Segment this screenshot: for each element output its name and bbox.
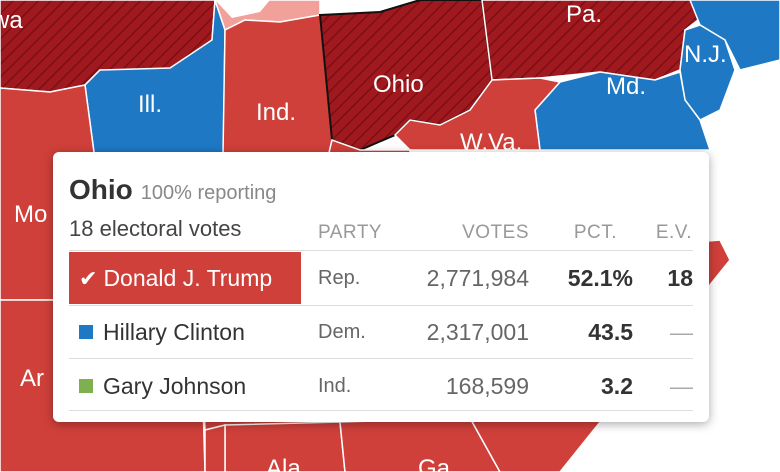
electoral-votes-count: 18 electoral votes [69,216,242,241]
candidate-pct: 3.2 [601,373,633,399]
candidate-name: Donald J. Trump [103,265,273,291]
label-ind: Ind. [256,99,296,126]
label-md: Md. [606,73,646,100]
candidate-party: Ind. [318,375,352,397]
reporting-status: 100% reporting [140,182,277,204]
state-mississippi[interactable] [204,424,226,472]
candidate-pct: 52.1% [567,265,633,291]
table-row: Hillary Clinton Dem. 2,317,001 43.5 — [69,306,693,358]
label-wva: W.Va. [460,129,522,156]
label-ill: Ill. [138,91,162,118]
candidate-name: Hillary Clinton [103,319,245,345]
candidate-name-cell: Gary Johnson [69,360,301,412]
table-row: Gary Johnson Ind. 168,599 3.2 — [69,360,693,412]
col-header-votes: VOTES [462,222,529,243]
candidate-party: Rep. [318,267,361,289]
table-row: ✔ Donald J. Trump Rep. 2,771,984 52.1% 18 [69,252,693,304]
candidate-name-cell: ✔ Donald J. Trump [69,252,301,304]
candidate-pct: 43.5 [588,319,633,345]
candidate-name: Gary Johnson [103,373,247,399]
label-wa: wa [0,7,23,34]
label-ala: Ala. [266,455,307,472]
divider [69,410,693,411]
label-ar: Ar [20,365,44,392]
popup-state-name: Ohio [69,174,133,205]
popup-header: Ohio 100% reporting [69,174,276,206]
label-ga: Ga. [418,455,457,472]
candidate-ev: — [670,373,693,399]
label-pa: Pa. [566,1,602,28]
label-nj: N.J. [684,41,727,68]
lake [215,0,270,18]
col-header-ev: E.V. [655,222,692,243]
col-header-party: PARTY [318,222,383,243]
col-header-pct: PCT. [573,222,617,243]
check-icon: ✔ [79,266,98,291]
candidate-votes: 2,771,984 [426,265,529,291]
state-west-virginia[interactable] [393,77,562,151]
divider [69,305,693,306]
state-results-popup: Ohio 100% reporting 18 electoral votes PA… [53,152,709,422]
divider [69,358,693,359]
party-swatch-icon [79,324,93,339]
divider [69,250,693,251]
candidate-votes: 168,599 [445,373,529,399]
label-ohio: Ohio [373,71,424,98]
candidate-ev: — [670,319,693,345]
candidate-name-cell: Hillary Clinton [69,306,301,358]
label-mo: Mo [14,201,47,228]
candidate-votes: 2,317,001 [426,319,529,345]
candidate-party: Dem. [318,321,366,343]
state-maryland[interactable] [534,71,712,151]
party-swatch-icon [79,378,93,393]
candidate-ev: 18 [667,265,693,291]
